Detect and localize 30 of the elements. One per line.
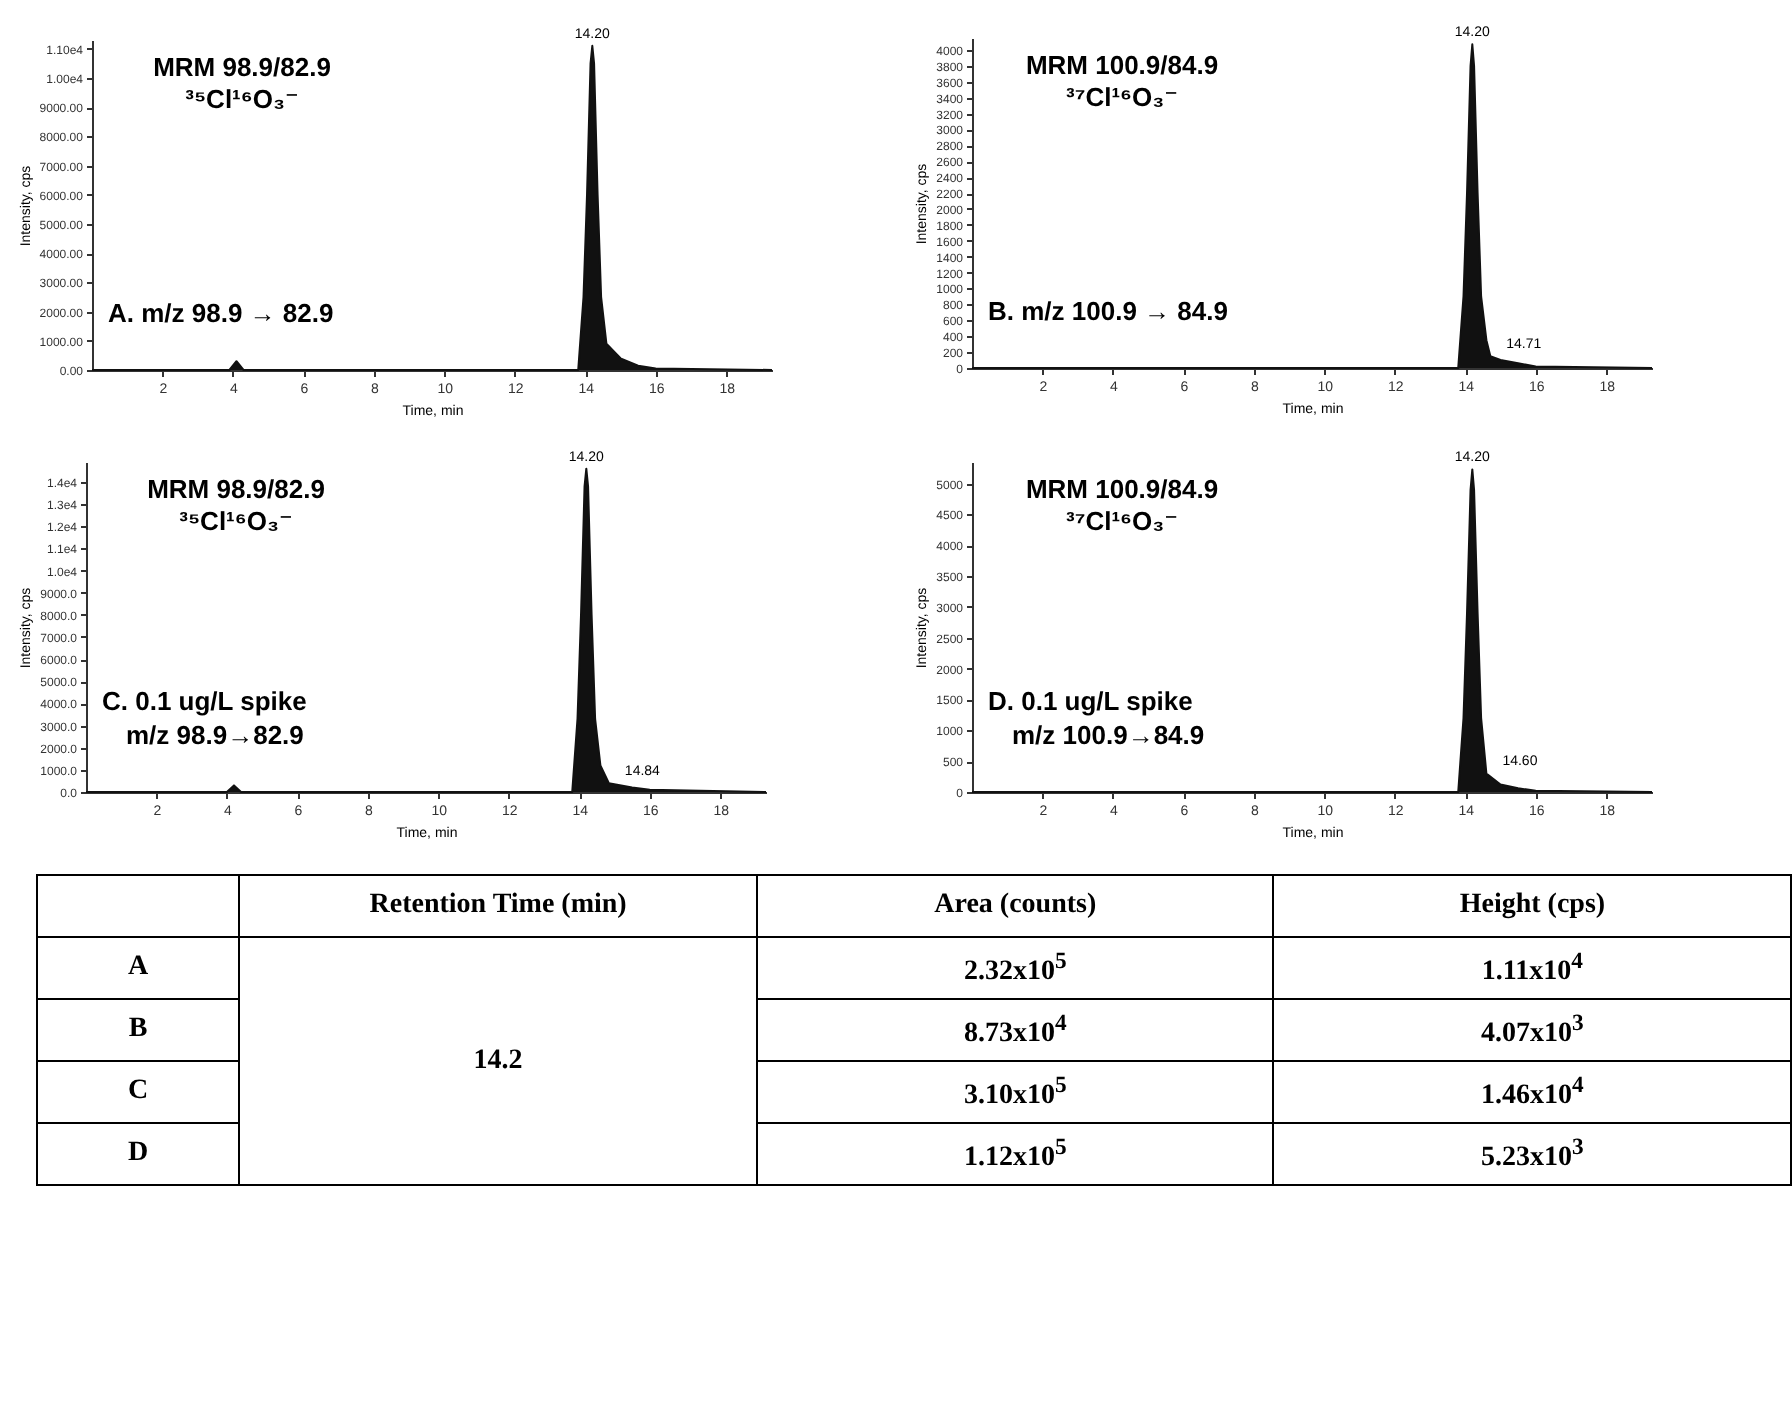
annotation: C. 0.1 ug/L spike (102, 686, 307, 716)
text: 1.11x10$^{4}$ (1481, 947, 1583, 987)
category-label: A (128, 952, 149, 982)
text: 1.46x10$^{4}$ (1481, 1071, 1584, 1111)
annotation: A. m/z 98.9 → 82.9 (108, 298, 334, 328)
annotation: MRM 100.9/84.9 (1025, 474, 1219, 504)
annotation: ³⁷Cl¹⁶O₃⁻ (1066, 82, 1178, 112)
category-label: Area (counts) (756, 875, 1274, 937)
annotation: ³⁵Cl¹⁶O₃⁻ (179, 506, 293, 536)
annotation: B. m/z 100.9 → 84.9 (988, 296, 1228, 326)
annotation: MRM 98.9/82.9 (147, 474, 325, 504)
text: 4.07x10$^{3}$ (1481, 1009, 1584, 1049)
annotation: ³⁷Cl¹⁶O₃⁻ (1066, 506, 1178, 536)
annotation: ³⁵Cl¹⁶O₃⁻ (185, 84, 299, 114)
text: 3.10x10$^{5}$ (963, 1071, 1067, 1111)
text: 8.73x10$^{4}$ (963, 1009, 1067, 1049)
annotation: MRM 98.9/82.9 (153, 52, 331, 82)
category-label: B (128, 1014, 148, 1044)
category-label: D (128, 1138, 149, 1168)
text: 14.2 (473, 1045, 523, 1075)
category-label: Height (cps) (1273, 875, 1791, 937)
text: 5.23x10$^{3}$ (1481, 1133, 1584, 1173)
category-label: Retention Time (min) (239, 875, 757, 937)
text: 2.32x10$^{5}$ (963, 947, 1067, 987)
annotation: m/z 98.9→82.9 (126, 720, 304, 750)
annotation: MRM 100.9/84.9 (1025, 50, 1219, 80)
text: 1.12x10$^{5}$ (963, 1133, 1067, 1173)
category-label: C (128, 1076, 149, 1106)
annotation: m/z 100.9→84.9 (1012, 720, 1205, 750)
annotation: D. 0.1 ug/L spike (988, 686, 1193, 716)
